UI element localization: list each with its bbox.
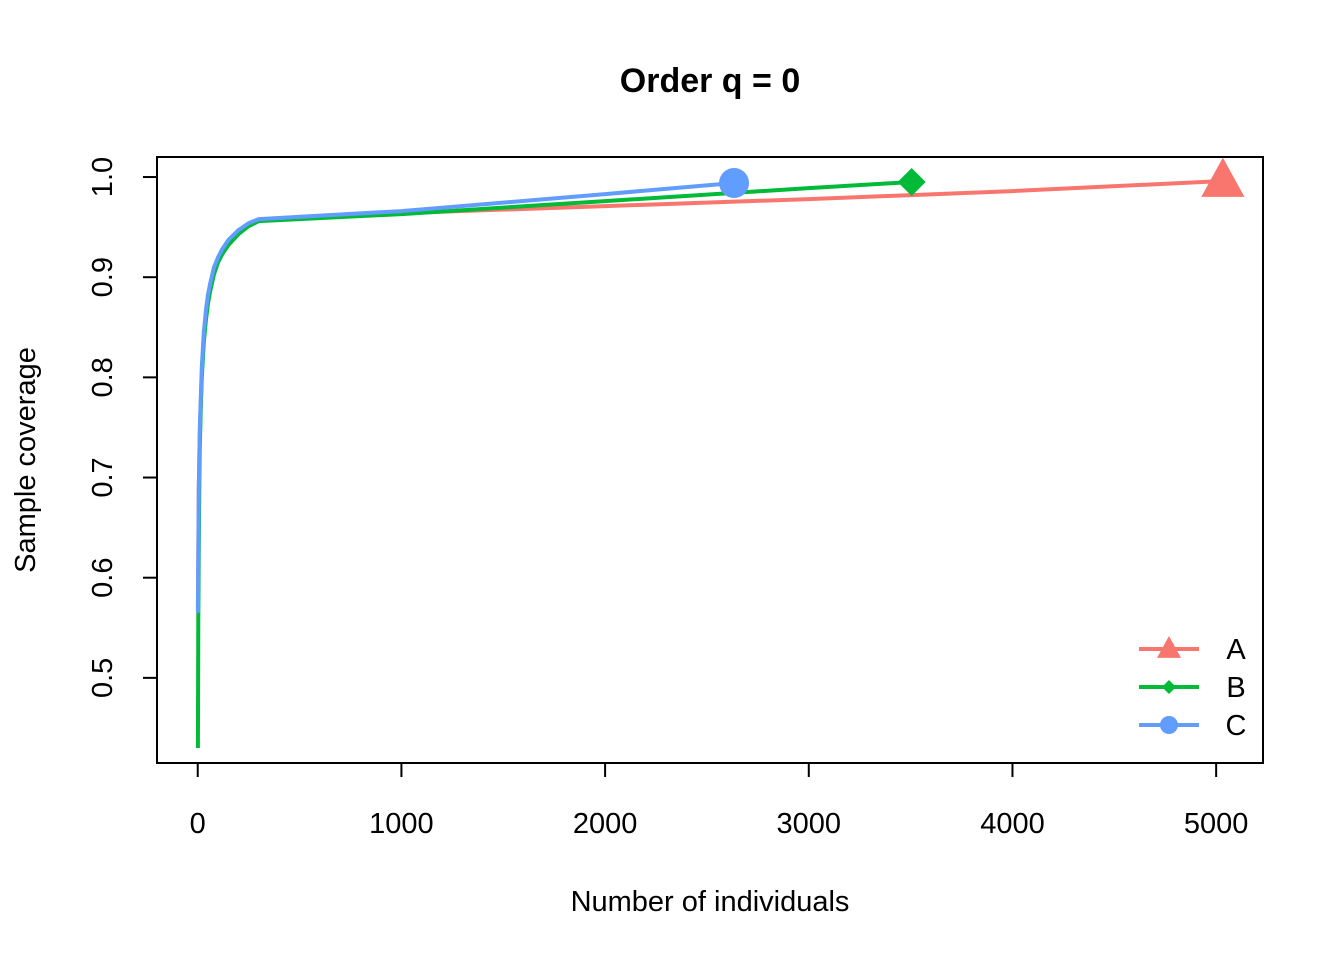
y-tick-label: 0.7 (87, 457, 119, 497)
plot-frame (156, 156, 1264, 764)
series-endpoint-c (719, 168, 750, 199)
y-tick-label: 0.9 (87, 257, 119, 297)
legend-marker-c (1160, 716, 1178, 734)
series-line-c (195, 181, 735, 613)
x-axis: 0 1000 2000 3000 4000 5000 (190, 762, 1249, 840)
x-tick-label: 5000 (1184, 808, 1249, 840)
x-tick-label: 4000 (980, 808, 1045, 840)
x-tick-label: 1000 (369, 808, 434, 840)
legend-marker-a (1157, 635, 1181, 658)
legend-label-a: A (1226, 634, 1246, 666)
legend: ABC (1139, 634, 1246, 742)
chart-title: Order q = 0 (620, 62, 800, 100)
series-endpoint-a (1201, 157, 1245, 197)
legend-label-c: C (1226, 710, 1247, 742)
y-tick-label: 0.6 (87, 558, 119, 598)
y-axis: 0.5 0.6 0.7 0.8 0.9 1.0 (87, 157, 158, 698)
y-tick-label: 0.8 (87, 357, 119, 397)
marker-layer (719, 157, 1245, 199)
series-line-a (195, 179, 1223, 608)
series-layer (195, 179, 1223, 749)
x-tick-label: 0 (190, 808, 206, 840)
legend-marker-b (1162, 680, 1176, 694)
x-tick-label: 2000 (573, 808, 638, 840)
y-tick-label: 1.0 (87, 157, 119, 197)
y-axis-label: Sample coverage (10, 347, 42, 573)
legend-label-b: B (1226, 672, 1245, 704)
x-axis-label: Number of individuals (571, 886, 850, 918)
y-tick-label: 0.5 (87, 658, 119, 698)
x-tick-label: 3000 (777, 808, 842, 840)
series-endpoint-b (897, 168, 926, 197)
series-line-b (195, 180, 912, 749)
